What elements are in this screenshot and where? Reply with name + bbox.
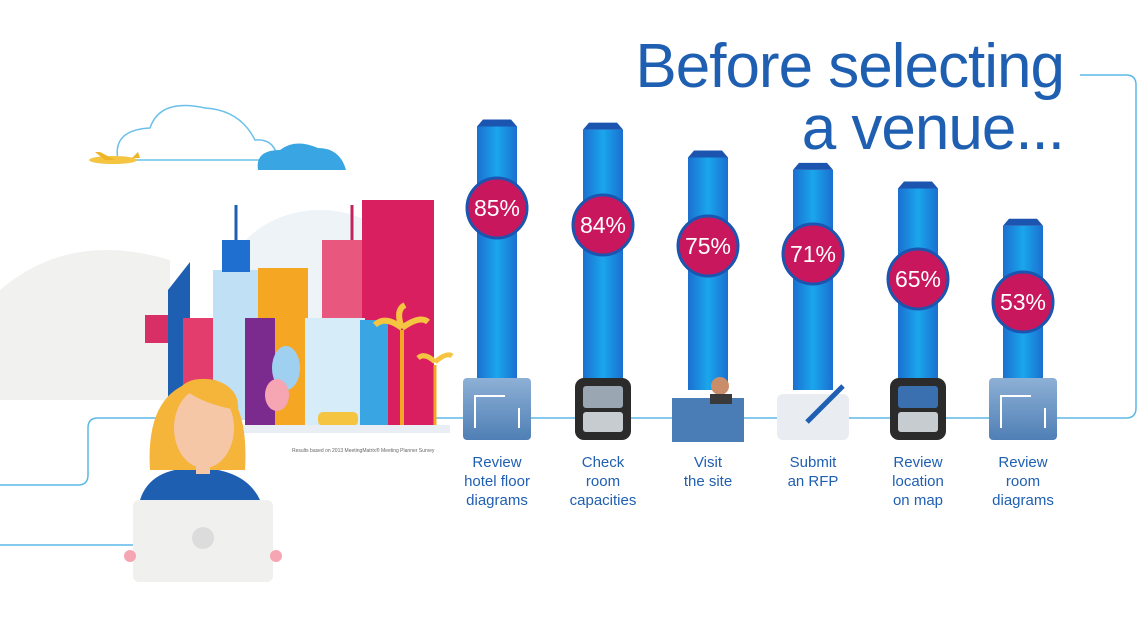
title-line-2: a venue... [801,94,1065,163]
category-label-line: diagrams [992,492,1054,509]
category-label-line: the site [683,473,733,490]
calculator-icon [575,378,631,440]
category-label-4: Submit an RFP [758,453,868,491]
value-badge-6: 53% [991,270,1055,334]
value-badge-4: 71% [781,222,845,286]
page-title: Before selecting a venue... [635,32,1065,163]
value-label-3: 75% [685,233,731,259]
bar-1 [477,119,517,390]
survey-footnote: Results based on 2013 MeetingMatrix® Mee… [292,448,435,454]
bar-2 [583,122,623,390]
receptionist-icon [672,377,744,442]
background-hill [0,250,170,400]
person-illustration [124,378,282,582]
value-badge-1: 85% [465,176,529,240]
category-label-6: Review room diagrams [968,453,1078,510]
floor-plan-icon [463,378,531,440]
category-label-3: Visit the site [653,453,763,491]
contract-icon [777,384,849,440]
category-label-1: Review hotel floor diagrams [442,453,552,510]
value-label-1: 85% [474,195,520,221]
value-label-5: 65% [895,266,941,292]
title-line-1: Before selecting [635,32,1065,101]
category-label-line: capacities [569,492,637,509]
cloud-filled [257,143,346,170]
category-label-line: diagrams [466,492,528,509]
category-label-line: room [585,473,621,490]
category-label-line: Visit [693,454,723,471]
category-label-line: Check [581,454,625,471]
category-label-line: on map [892,492,944,509]
value-label-4: 71% [790,241,836,267]
category-label-line: Review [893,454,943,471]
map-navigation-icon [890,378,946,440]
category-label-line: Submit [789,454,837,471]
category-label-line: Review [998,454,1048,471]
category-label-line: room [1005,473,1041,490]
cloud-outline [116,104,279,161]
category-label-line: Review [472,454,522,471]
value-badge-2: 84% [571,193,635,257]
category-label-5: Review location on map [863,453,973,510]
category-label-line: location [892,473,944,490]
category-label-line: hotel floor [464,473,530,490]
category-label-line: an RFP [787,473,839,490]
value-badge-3: 75% [676,214,740,278]
airplane-icon [89,152,140,164]
value-badge-5: 65% [886,247,950,311]
category-label-2: Check room capacities [548,453,658,510]
room-diagram-icon [989,378,1057,440]
value-label-2: 84% [580,212,626,238]
value-label-6: 53% [1000,289,1046,315]
